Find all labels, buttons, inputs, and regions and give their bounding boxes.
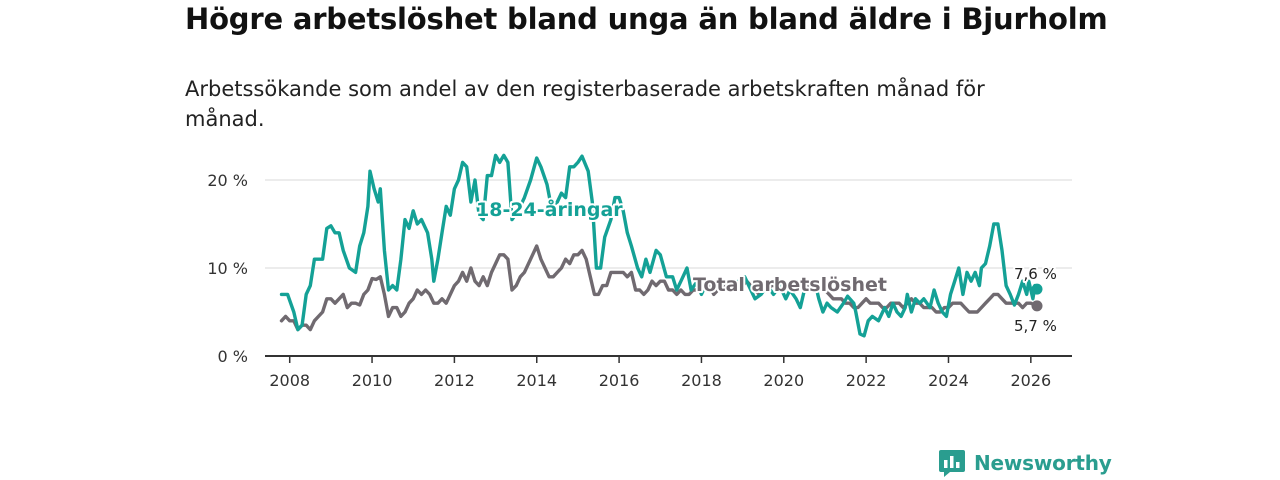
total-series-line — [279, 244, 1039, 332]
chart-subtitle: Arbetssökande som andel av den registerb… — [185, 77, 985, 131]
youth-series-line-end-marker — [1031, 283, 1043, 295]
series-lines — [279, 153, 1043, 338]
y-tick-label: 10 % — [207, 259, 248, 278]
x-tick-label: 2018 — [681, 371, 722, 390]
x-tick-label: 2014 — [516, 371, 557, 390]
x-tick-label: 2016 — [599, 371, 640, 390]
axes: 0 % 10 % 20 % 2008 2010 2012 2014 2016 2018 2020 2… — [207, 171, 1072, 390]
x-tick-label: 2022 — [846, 371, 887, 390]
x-tick-label: 2008 — [269, 371, 310, 390]
youth-series-label: 18-24-åringar — [476, 197, 623, 221]
youth-end-value-label: 7,6 % — [1014, 265, 1057, 283]
youth-series-label-halo: 18-24-åringar — [476, 197, 623, 221]
youth-series-line — [279, 153, 1039, 338]
total-end-value-label-halo: 5,7 % — [1014, 317, 1057, 335]
total-series-label-halo: Total arbetslöshet — [693, 274, 887, 296]
x-tick-label: 2010 — [352, 371, 393, 390]
total-series-label: Total arbetslöshet — [693, 274, 887, 296]
x-tick-label: 2020 — [763, 371, 804, 390]
newsworthy-logo-icon — [939, 450, 965, 477]
newsworthy-brand: Newsworthy — [938, 448, 1112, 478]
brand-name: Newsworthy — [974, 451, 1112, 475]
x-tick-label: 2012 — [434, 371, 475, 390]
y-tick-label: 20 % — [207, 171, 248, 190]
x-tick-label: 2024 — [928, 371, 969, 390]
chart-title: Högre arbetslöshet bland unga än bland ä… — [185, 2, 1108, 36]
youth-end-value-label-halo: 7,6 % — [1014, 265, 1057, 283]
total-series-line-end-marker — [1031, 300, 1043, 312]
y-tick-label: 0 % — [218, 347, 248, 366]
x-tick-label: 2026 — [1010, 371, 1051, 390]
total-end-value-label: 5,7 % — [1014, 317, 1057, 335]
